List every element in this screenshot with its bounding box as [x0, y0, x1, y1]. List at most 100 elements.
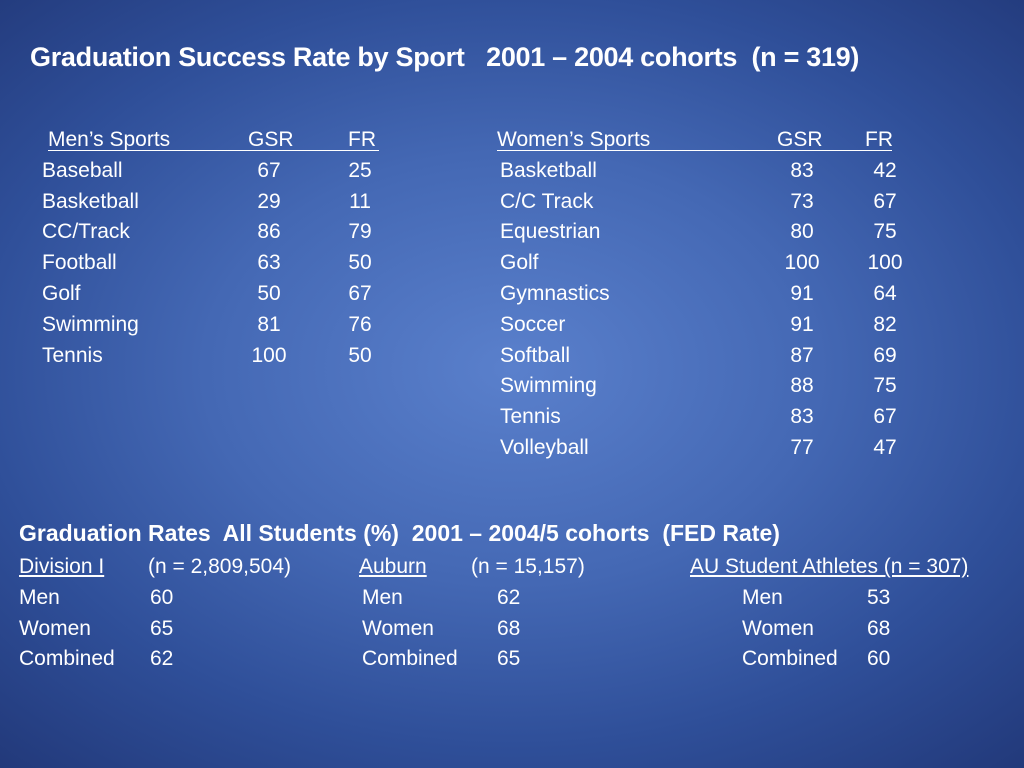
auburn-n: (n = 15,157) [471, 555, 585, 578]
auburn-row-value: 68 [497, 616, 521, 640]
all-students-row: Combined 62 Combined 65 Combined 60 [0, 644, 1024, 675]
athletes-row-label: Combined [742, 647, 838, 671]
womens-sport: Soccer [500, 312, 566, 336]
mens-gsr: 67 [257, 158, 281, 182]
slide-title: Graduation Success Rate by Sport 2001 – … [30, 42, 860, 72]
division-row-label: Women [19, 616, 91, 640]
mens-row: Golf 50 67 [0, 279, 480, 310]
womens-sport: C/C Track [500, 189, 594, 213]
womens-sport: Basketball [500, 158, 597, 182]
mens-row: Basketball 29 11 [0, 187, 480, 218]
mens-row: Baseball 67 25 [0, 156, 480, 187]
mens-row: Swimming 81 76 [0, 310, 480, 341]
womens-sport-header: Women’s Sports [497, 128, 651, 151]
mens-gsr: 81 [257, 312, 281, 336]
athletes-row-label: Men [742, 585, 783, 609]
mens-fr-header: FR [348, 128, 376, 151]
mens-sport: Baseball [42, 158, 123, 182]
mens-fr: 76 [348, 312, 372, 336]
womens-row: Volleyball 77 47 [0, 433, 1024, 464]
mens-sport: Football [42, 251, 117, 275]
mens-fr: 50 [348, 343, 372, 367]
womens-sport: Equestrian [500, 220, 601, 244]
womens-fr: 75 [873, 220, 897, 244]
womens-row: Gymnastics 91 64 [0, 279, 1024, 310]
womens-row: Softball 87 69 [0, 341, 1024, 372]
mens-fr: 11 [349, 189, 371, 213]
womens-row: C/C Track 73 67 [0, 187, 1024, 218]
mens-row: Football 63 50 [0, 248, 480, 279]
womens-sport: Swimming [500, 374, 597, 398]
womens-row: Golf 100 100 [0, 248, 1024, 279]
mens-fr: 67 [348, 281, 372, 305]
womens-fr: 100 [867, 251, 903, 275]
mens-gsr-header: GSR [248, 128, 294, 151]
auburn-row-label: Women [362, 616, 434, 640]
athletes-row-value: 60 [867, 647, 891, 671]
womens-sport: Golf [500, 251, 539, 275]
all-students-header-row: Division I (n = 2,809,504) Auburn (n = 1… [0, 552, 1024, 583]
womens-sport: Softball [500, 343, 571, 367]
mens-gsr: 29 [257, 189, 281, 213]
womens-row: Swimming 88 75 [0, 371, 1024, 402]
womens-sport: Tennis [500, 405, 561, 429]
womens-gsr: 77 [790, 435, 814, 459]
womens-gsr: 83 [790, 158, 814, 182]
womens-sport: Gymnastics [500, 281, 610, 305]
womens-gsr: 88 [790, 374, 814, 398]
womens-gsr: 83 [790, 405, 814, 429]
athletes-row-value: 53 [867, 585, 891, 609]
mens-sport: Swimming [42, 312, 139, 336]
womens-row: Tennis 83 67 [0, 402, 1024, 433]
womens-gsr: 80 [790, 220, 814, 244]
mens-fr: 79 [348, 220, 372, 244]
womens-fr: 42 [873, 158, 897, 182]
mens-gsr: 86 [257, 220, 281, 244]
all-students-row: Men 60 Men 62 Men 53 [0, 583, 1024, 614]
mens-sport: Tennis [42, 343, 103, 367]
mens-fr: 50 [348, 251, 372, 275]
division-row-label: Combined [19, 647, 115, 671]
mens-sport: Basketball [42, 189, 139, 213]
womens-sport: Volleyball [500, 435, 589, 459]
all-students-grid: Division I (n = 2,809,504) Auburn (n = 1… [0, 552, 1024, 675]
all-students-title: Graduation Rates All Students (%) 2001 –… [19, 520, 780, 546]
mens-sports-table: Men’s Sports GSR FR Baseball 67 25 Basketba… [0, 125, 480, 371]
mens-gsr: 100 [251, 343, 287, 367]
womens-gsr: 91 [790, 312, 814, 336]
auburn-row-label: Combined [362, 647, 458, 671]
womens-gsr: 73 [790, 189, 814, 213]
womens-fr: 64 [873, 281, 897, 305]
womens-fr: 82 [873, 312, 897, 336]
womens-fr: 67 [873, 189, 897, 213]
athletes-row-label: Women [742, 616, 814, 640]
mens-header-row: Men’s Sports GSR FR [0, 125, 480, 156]
division-label: Division I [19, 555, 105, 578]
division-n: (n = 2,809,504) [148, 555, 292, 578]
auburn-row-label: Men [362, 585, 403, 609]
mens-gsr: 63 [257, 251, 281, 275]
womens-row: Soccer 91 82 [0, 310, 1024, 341]
mens-sport: CC/Track [42, 220, 130, 244]
mens-header-underline [48, 150, 379, 151]
womens-fr-header: FR [865, 128, 893, 151]
womens-fr: 47 [873, 435, 897, 459]
division-row-value: 60 [150, 585, 174, 609]
auburn-row-value: 62 [497, 585, 521, 609]
division-row-value: 62 [150, 647, 174, 671]
mens-gsr: 50 [257, 281, 281, 305]
athletes-row-value: 68 [867, 616, 891, 640]
womens-row: Equestrian 80 75 [0, 217, 1024, 248]
womens-gsr-header: GSR [777, 128, 823, 151]
mens-sport-header: Men’s Sports [48, 128, 171, 151]
womens-fr: 69 [873, 343, 897, 367]
mens-sport: Golf [42, 281, 81, 305]
mens-fr: 25 [348, 158, 372, 182]
womens-header-underline [497, 150, 892, 151]
all-students-row: Women 65 Women 68 Women 68 [0, 614, 1024, 645]
womens-gsr: 91 [790, 281, 814, 305]
womens-gsr: 100 [784, 251, 820, 275]
womens-gsr: 87 [790, 343, 814, 367]
auburn-label: Auburn [359, 555, 427, 578]
womens-row: Basketball 83 42 [0, 156, 1024, 187]
